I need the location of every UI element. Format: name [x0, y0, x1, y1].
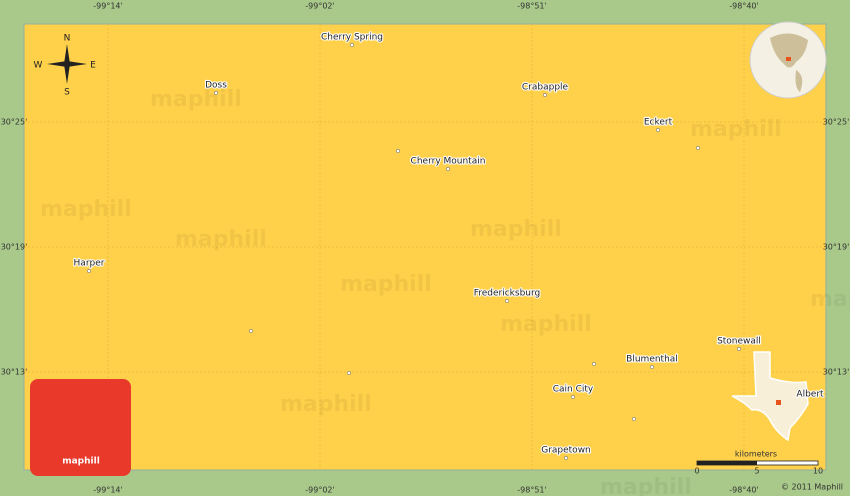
watermark: maphill	[340, 272, 432, 297]
coord-right: 30°25'	[823, 118, 850, 127]
watermark: maphill	[810, 287, 850, 312]
watermarks: maphill maphill maphill maphill maphill maphi…	[40, 87, 850, 496]
point	[632, 417, 636, 421]
place-label: Cherry Mountain	[411, 157, 486, 167]
scale-unit: kilometers	[735, 450, 777, 459]
coord-top: -99°02'	[305, 2, 334, 11]
place-dot	[802, 391, 806, 395]
watermark: maphill	[150, 87, 242, 112]
place-dot	[350, 43, 354, 47]
compass-e: E	[90, 61, 96, 71]
coord-top: -98°40'	[729, 2, 758, 11]
point	[347, 371, 351, 375]
texas-inset	[731, 351, 809, 442]
compass-s: S	[64, 88, 70, 98]
watermark: maphill	[500, 312, 592, 337]
coord-left: 30°25'	[1, 118, 28, 127]
place-label: Cain City	[553, 385, 594, 395]
place-label: Eckert	[644, 118, 673, 128]
scale-tick: 5	[754, 467, 759, 476]
copyright: © 2011 Maphill	[781, 483, 843, 492]
point	[396, 149, 400, 153]
place-dot	[505, 299, 509, 303]
watermark: maphill	[175, 227, 267, 252]
compass-w: W	[34, 61, 43, 71]
coord-left: 30°13'	[1, 368, 28, 377]
globe	[749, 21, 827, 99]
coord-right: 30°13'	[823, 368, 850, 377]
watermark: maphill	[690, 117, 782, 142]
place-label: Fredericksburg	[474, 289, 541, 299]
logo[interactable]: maphill	[30, 379, 131, 476]
graticule	[24, 24, 826, 470]
place-dot	[543, 93, 547, 97]
place-label: Cherry Spring	[321, 33, 383, 43]
compass-n: N	[64, 34, 71, 44]
place-dot	[87, 269, 91, 273]
watermark: maphill	[600, 475, 692, 496]
place-label: Crabapple	[522, 83, 569, 93]
coord-top: -98°51'	[517, 2, 546, 11]
watermark: maphill	[470, 217, 562, 242]
places: Cherry Spring Doss Crabapple Eckert Cherry M…	[72, 31, 825, 460]
point	[249, 329, 253, 333]
place-label: Blumenthal	[626, 355, 678, 365]
place-dot	[214, 91, 218, 95]
unnamed-points	[249, 146, 700, 421]
coord-bottom: -99°02'	[305, 486, 334, 495]
watermark: maphill	[280, 392, 372, 417]
point	[592, 362, 596, 366]
place-dot	[650, 365, 654, 369]
place-dot	[656, 128, 660, 132]
scale-bar: kilometers 0 5 10	[694, 450, 823, 476]
place-dot	[446, 167, 450, 171]
coord-bottom: -98°40'	[729, 486, 758, 495]
compass: N S E W	[34, 34, 97, 98]
coord-bottom: -98°51'	[517, 486, 546, 495]
coord-top: -99°14'	[93, 2, 122, 11]
coord-left: 30°19'	[1, 243, 28, 252]
place-label: Doss	[205, 81, 227, 91]
coord-bottom: -99°14'	[93, 486, 122, 495]
place-dot	[571, 395, 575, 399]
place-dot	[564, 456, 568, 460]
scale-tick: 0	[694, 467, 699, 476]
logo-text[interactable]: maphill	[62, 457, 100, 467]
place-label: Stonewall	[717, 337, 761, 347]
point	[696, 146, 700, 150]
place-label: Albert	[796, 390, 824, 400]
place-label: Grapetown	[541, 446, 591, 456]
coord-right: 30°19'	[823, 243, 850, 252]
watermark: maphill	[40, 197, 132, 222]
place-label: Harper	[74, 259, 105, 269]
scale-tick: 10	[813, 467, 823, 476]
place-dot	[737, 347, 741, 351]
